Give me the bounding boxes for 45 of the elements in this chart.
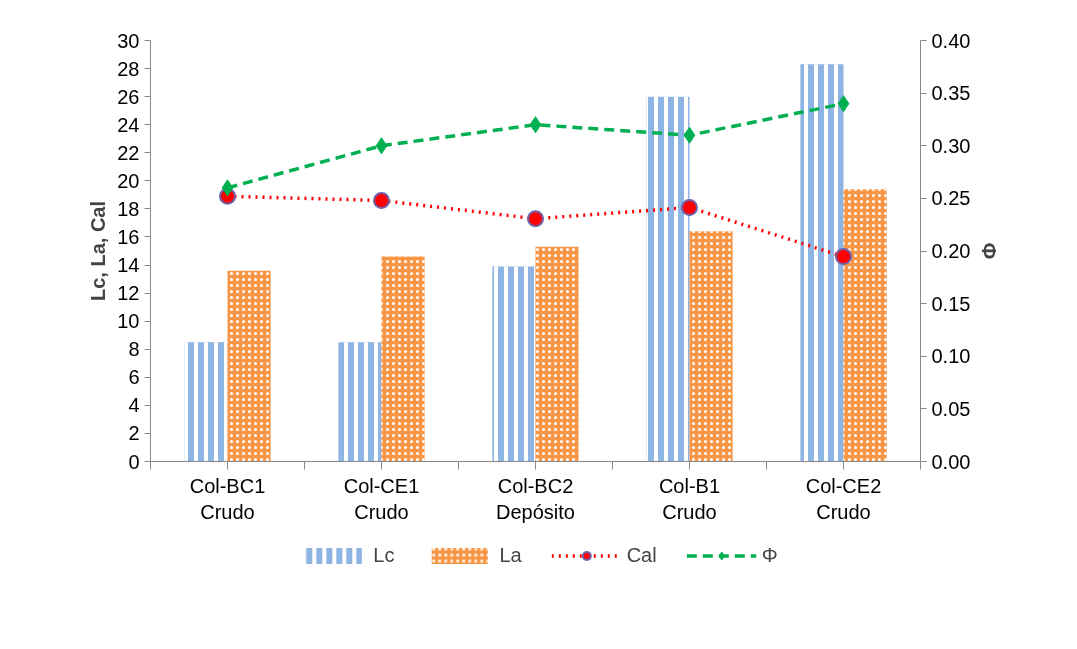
- y2-tick-label: 0.20: [931, 240, 971, 262]
- y2-axis-title: Φ: [978, 242, 1001, 260]
- legend-label: Φ: [761, 543, 779, 567]
- point: [221, 179, 234, 197]
- y2-tick-label: 0.40: [931, 29, 971, 52]
- x-tick-label: Col-BC1 Crudo: [189, 474, 266, 523]
- point: [375, 137, 388, 155]
- point: [373, 191, 390, 209]
- y-tick-label: 30: [117, 29, 140, 52]
- y-tick-label: 2: [128, 422, 140, 445]
- x-tick-label: Col-B1 Crudo: [658, 474, 721, 523]
- y2-tick-label: 0.30: [931, 134, 971, 157]
- point: [837, 95, 850, 113]
- point: [527, 210, 544, 228]
- y-tick-label: 8: [128, 338, 140, 361]
- legend-label: Cal: [626, 543, 657, 567]
- y-tick-label: 22: [117, 141, 140, 164]
- y-tick-label: 16: [117, 225, 140, 248]
- y2-tick-label: 0.00: [931, 450, 971, 473]
- y2-tick-label: 0.35: [931, 82, 971, 105]
- point: [835, 248, 852, 266]
- y-tick-label: 4: [128, 394, 140, 417]
- y-tick-label: 10: [117, 310, 140, 333]
- y-tick-label: 24: [117, 113, 140, 136]
- x-tick-label: Col-CE2 Crudo: [805, 474, 882, 523]
- y-axis-title: Lc, La, Cal: [87, 200, 110, 302]
- y2-tick-label: 0.10: [931, 345, 971, 368]
- y-tick-label: 0: [128, 450, 140, 473]
- point: [529, 116, 542, 134]
- y-tick-label: 20: [117, 169, 140, 192]
- y2-tick-label: 0.25: [931, 187, 971, 210]
- point: [683, 126, 696, 144]
- legend-label: La: [499, 543, 522, 567]
- y-tick-label: 18: [117, 197, 140, 220]
- point: [681, 199, 698, 216]
- x-tick-label: Col-CE1 Crudo: [343, 474, 420, 523]
- y-tick-label: 28: [117, 57, 140, 80]
- legend-label: Lc: [373, 543, 395, 567]
- y-tick-label: 12: [117, 282, 140, 305]
- y2-tick-label: 0.05: [931, 397, 971, 420]
- y2-tick-label: 0.15: [931, 292, 971, 315]
- y-tick-label: 6: [128, 366, 140, 389]
- x-tick-label: Col-BC2 Depósito: [496, 474, 575, 523]
- y-tick-label: 26: [117, 85, 140, 108]
- y-tick-label: 14: [117, 254, 140, 277]
